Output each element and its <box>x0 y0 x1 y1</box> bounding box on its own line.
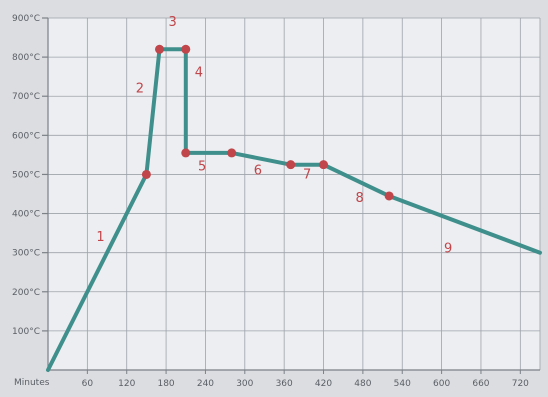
x-tick-label: 300 <box>236 379 253 389</box>
data-point-marker <box>286 160 296 170</box>
segment-labels-group: 1 2 3 4 5 6 7 8 9 <box>96 15 452 257</box>
data-point-marker <box>227 148 237 158</box>
y-tick-label: 900°C <box>12 14 40 24</box>
grid <box>48 17 541 370</box>
y-tick-label: 800°C <box>12 53 40 63</box>
plot-background <box>48 18 540 370</box>
x-tick-label: 120 <box>118 379 135 389</box>
x-tick-label: 240 <box>197 379 214 389</box>
x-tick-label: 480 <box>354 379 371 389</box>
y-tick-label: 700°C <box>12 92 40 102</box>
x-tick-label: 360 <box>276 379 293 389</box>
data-point-marker <box>384 191 394 201</box>
segment-label: 1 <box>96 230 104 245</box>
x-tick-label: 720 <box>512 379 529 389</box>
y-tick-label: 100°C <box>12 327 40 337</box>
segment-label: 7 <box>303 167 311 182</box>
x-axis-ticks: 60 120 180 240 300 360 420 480 540 600 660 720 <box>82 370 529 389</box>
segment-label: 9 <box>444 242 452 257</box>
y-tick-label: 400°C <box>12 210 40 220</box>
y-tick-label: 300°C <box>12 249 40 259</box>
y-tick-label: 600°C <box>12 131 40 141</box>
segment-label: 4 <box>195 66 203 81</box>
x-axis-label: Minutes <box>14 378 50 388</box>
segment-label: 2 <box>136 81 144 96</box>
x-tick-label: 180 <box>157 379 174 389</box>
data-point-marker <box>181 44 191 54</box>
y-tick-label: 200°C <box>12 288 40 298</box>
series-line <box>46 47 542 372</box>
x-tick-label: 60 <box>82 379 94 389</box>
data-point-marker <box>181 148 191 158</box>
segment-label: 5 <box>198 160 206 175</box>
segment-label: 8 <box>355 191 363 206</box>
y-tick-label: 500°C <box>12 170 40 180</box>
x-tick-label: 660 <box>472 379 489 389</box>
series-group <box>46 47 542 372</box>
data-point-marker <box>155 44 165 54</box>
x-tick-label: 540 <box>394 379 411 389</box>
markers-group <box>141 44 394 201</box>
y-axis-ticks: 100°C 200°C 300°C 400°C 500°C 600°C 700°C 800°C… <box>12 14 48 337</box>
x-tick-label: 600 <box>433 379 450 389</box>
x-tick-label: 420 <box>315 379 332 389</box>
data-point-marker <box>141 169 151 179</box>
segment-label: 3 <box>168 15 176 30</box>
segment-label: 6 <box>254 163 262 178</box>
data-point-marker <box>319 160 329 170</box>
